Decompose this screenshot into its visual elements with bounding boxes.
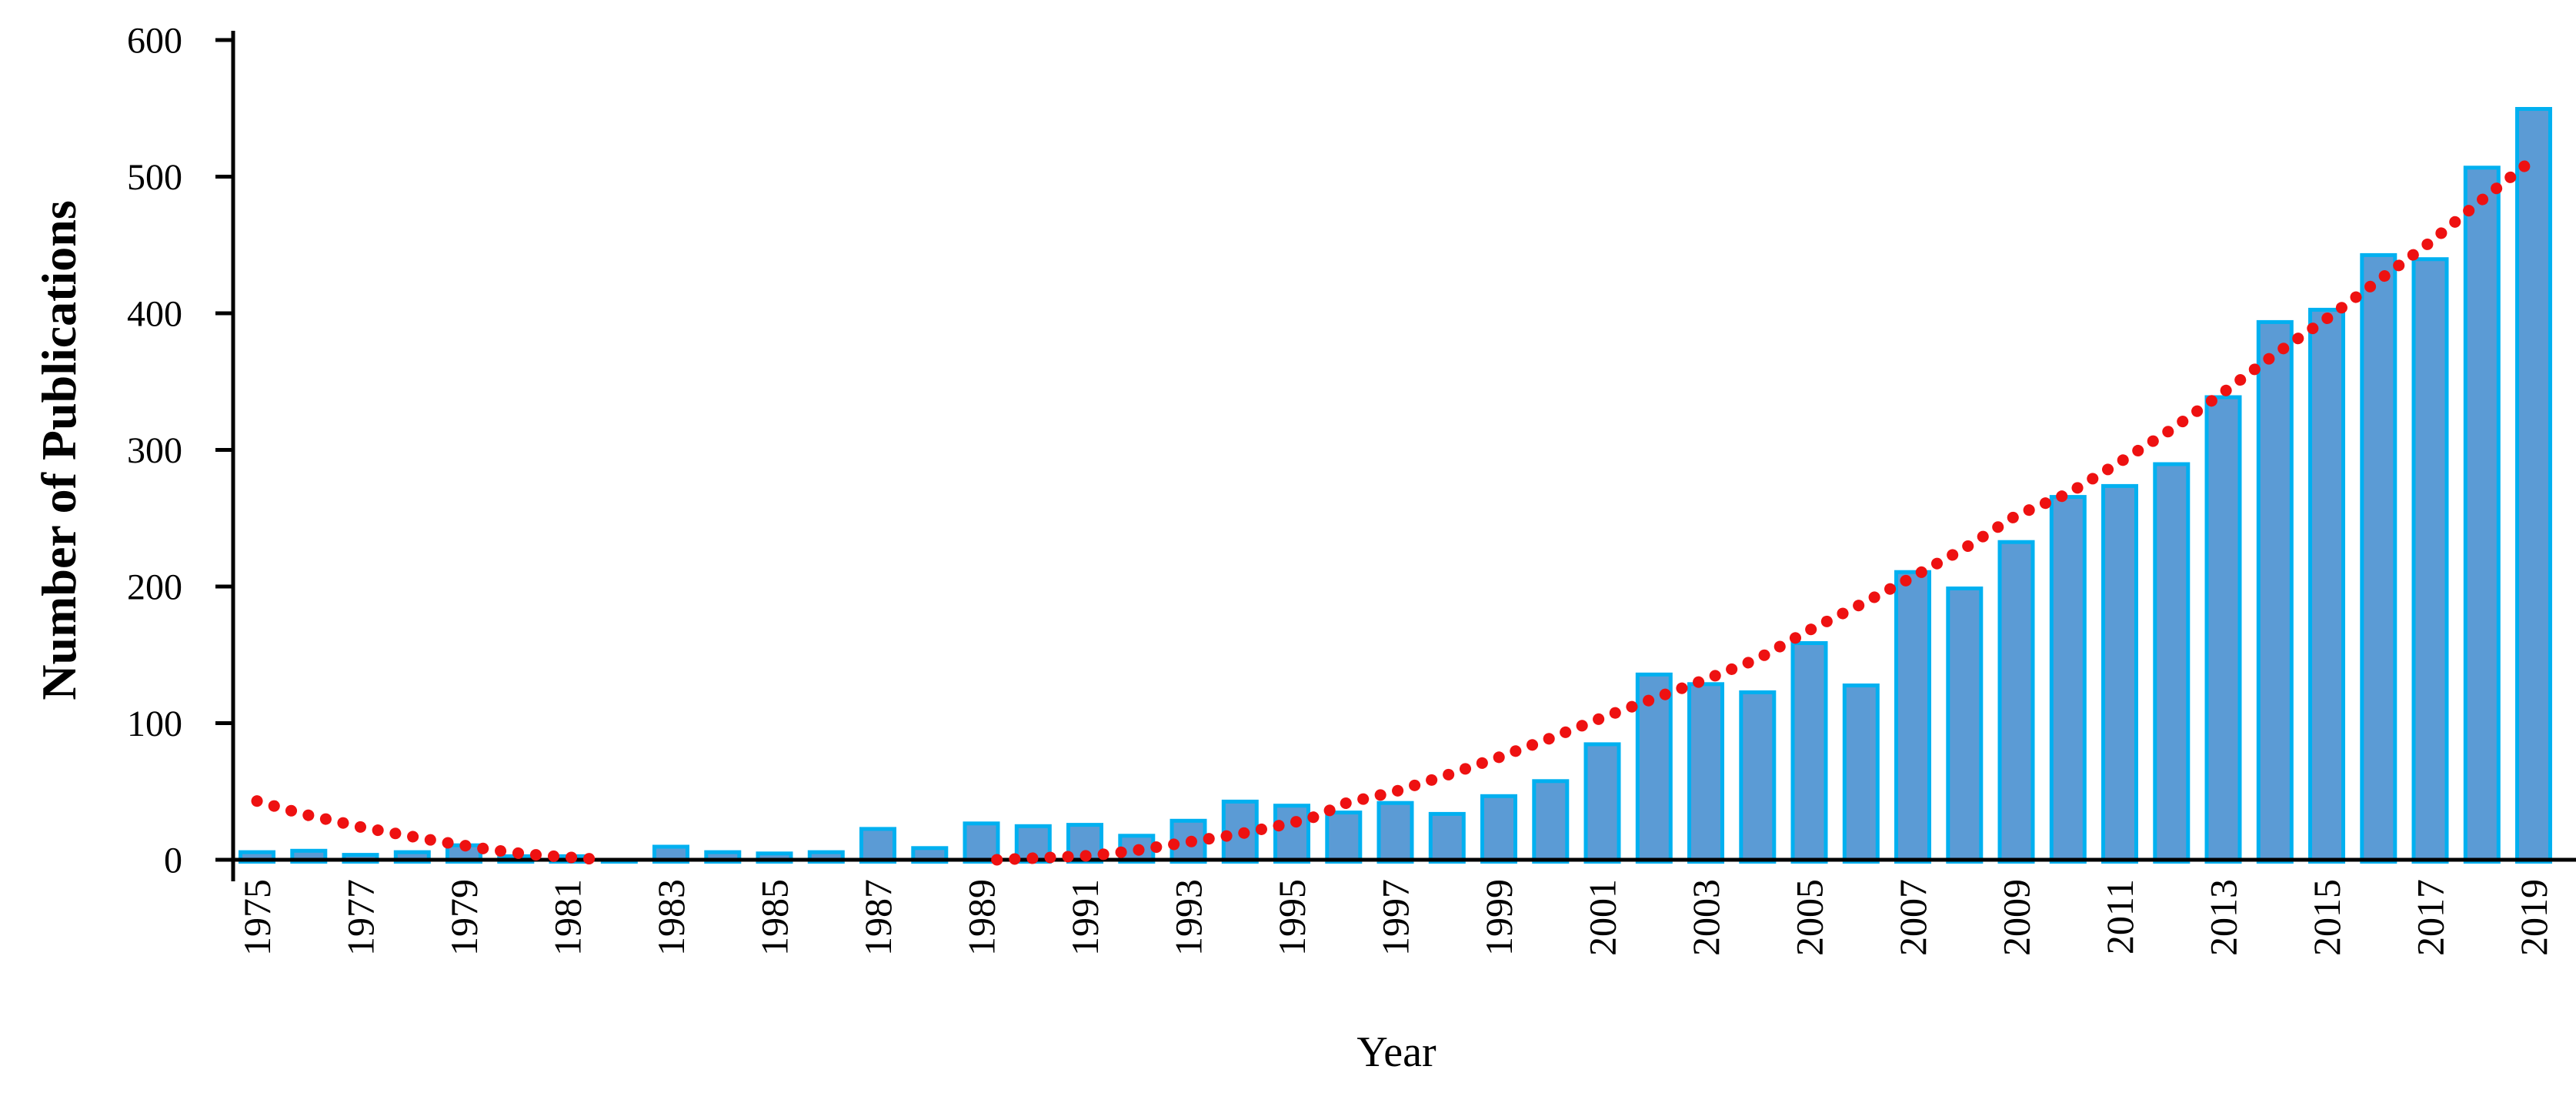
bar-2008 [1946,587,1984,864]
bar-1999 [1480,794,1517,864]
x-tick-label-2015: 2015 [2305,879,2348,956]
x-tick-label-1979: 1979 [442,879,486,956]
bar-1987 [859,827,896,864]
bar-2014 [2256,319,2294,864]
bar-2013 [2204,395,2242,864]
bars-layer [239,107,2552,864]
x-tick-label-1981: 1981 [546,879,589,956]
y-tick-label-600: 600 [127,20,182,61]
bar-2004 [1739,690,1777,864]
bar-2010 [2049,495,2087,864]
bar-2007 [1894,570,1931,864]
bar-1998 [1428,811,1466,864]
bar-1997 [1376,801,1414,864]
x-tick-label-2003: 2003 [1684,879,1727,956]
x-tick-label-1983: 1983 [649,879,692,956]
bar-2009 [1997,540,2035,864]
x-tick-label-1999: 1999 [1477,879,1520,956]
trendline-layer [251,152,2540,866]
y-tick-label-300: 300 [127,430,182,471]
bar-2018 [2463,165,2501,864]
x-tick-label-2011: 2011 [2098,879,2141,954]
x-tick-label-1989: 1989 [960,879,1003,956]
trendline-segment-1 [251,795,610,866]
bar-2015 [2308,307,2345,864]
x-tick-label-2019: 2019 [2512,879,2555,956]
bar-2001 [1583,742,1621,864]
x-tick-label-1993: 1993 [1167,879,1210,956]
y-tick-label-500: 500 [127,157,182,198]
bar-2000 [1532,779,1570,864]
x-tick-label-1985: 1985 [753,879,796,956]
x-tick-label-2013: 2013 [2202,879,2245,956]
bar-2011 [2101,483,2138,864]
axis-layer [215,31,2576,881]
x-tick-label-1977: 1977 [339,879,382,956]
x-tick-label-2007: 2007 [1891,879,1934,956]
x-tick-label-1991: 1991 [1063,879,1106,956]
y-tick-label-400: 400 [127,293,182,334]
tick-label-layer: 0 100 200 300 400 500 600 1975 1977 1979 1981 1983 1… [127,20,2555,956]
bar-2006 [1842,684,1880,864]
bar-2019 [2515,107,2552,864]
y-tick-label-0: 0 [164,840,182,881]
x-tick-label-1995: 1995 [1270,879,1313,956]
bar-2012 [2153,462,2191,864]
bar-2002 [1635,672,1673,864]
bar-2003 [1687,682,1724,864]
x-tick-label-2001: 2001 [1581,879,1624,956]
bar-2005 [1790,641,1828,864]
x-tick-label-1987: 1987 [856,879,899,956]
x-tick-label-1975: 1975 [235,879,279,956]
x-tick-label-2017: 2017 [2409,879,2452,956]
bar-2016 [2360,252,2397,864]
y-axis-title: Number of Publications [32,200,86,700]
y-tick-label-200: 200 [127,567,182,607]
x-tick-label-2005: 2005 [1788,879,1831,956]
x-tick-label-1997: 1997 [1374,879,1417,956]
trendline-segment-2 [991,152,2540,866]
y-tick-label-100: 100 [127,704,182,744]
x-tick-label-2009: 2009 [1995,879,2038,956]
bar-2017 [2411,257,2449,864]
bar-1995 [1273,804,1310,864]
bar-1996 [1325,811,1363,864]
x-axis-title: Year [1356,1028,1436,1076]
